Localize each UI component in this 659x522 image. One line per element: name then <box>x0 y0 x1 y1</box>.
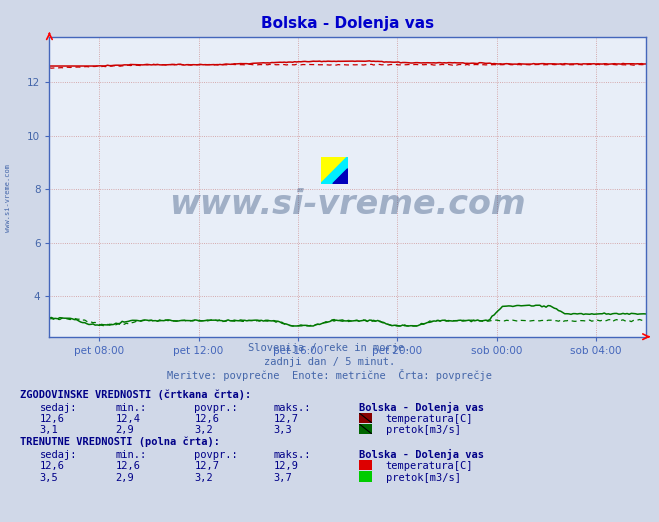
Text: 3,7: 3,7 <box>273 473 292 483</box>
Text: 3,2: 3,2 <box>194 425 213 435</box>
Text: 12,6: 12,6 <box>40 414 65 424</box>
Text: 3,1: 3,1 <box>40 425 58 435</box>
Text: sedaj:: sedaj: <box>40 403 77 413</box>
Text: 3,3: 3,3 <box>273 425 292 435</box>
Text: pretok[m3/s]: pretok[m3/s] <box>386 425 461 435</box>
Text: povpr.:: povpr.: <box>194 403 238 413</box>
Text: zadnji dan / 5 minut.: zadnji dan / 5 minut. <box>264 357 395 367</box>
Text: www.si-vreme.com: www.si-vreme.com <box>169 188 526 221</box>
Text: maks.:: maks.: <box>273 450 311 460</box>
Text: 12,6: 12,6 <box>115 461 140 471</box>
Text: min.:: min.: <box>115 450 146 460</box>
Text: ZGODOVINSKE VREDNOSTI (črtkana črta):: ZGODOVINSKE VREDNOSTI (črtkana črta): <box>20 389 251 400</box>
Text: 3,5: 3,5 <box>40 473 58 483</box>
Text: 12,4: 12,4 <box>115 414 140 424</box>
Text: temperatura[C]: temperatura[C] <box>386 461 473 471</box>
Text: 3,2: 3,2 <box>194 473 213 483</box>
Text: 2,9: 2,9 <box>115 473 134 483</box>
Text: 2,9: 2,9 <box>115 425 134 435</box>
Text: 12,6: 12,6 <box>194 414 219 424</box>
Text: povpr.:: povpr.: <box>194 450 238 460</box>
Text: Slovenija / reke in morje.: Slovenija / reke in morje. <box>248 343 411 353</box>
Text: Meritve: povprečne  Enote: metrične  Črta: povprečje: Meritve: povprečne Enote: metrične Črta:… <box>167 369 492 381</box>
Text: maks.:: maks.: <box>273 403 311 413</box>
Text: 12,9: 12,9 <box>273 461 299 471</box>
Text: 12,6: 12,6 <box>40 461 65 471</box>
Text: Bolska - Dolenja vas: Bolska - Dolenja vas <box>359 449 484 460</box>
Text: pretok[m3/s]: pretok[m3/s] <box>386 473 461 483</box>
Text: 12,7: 12,7 <box>194 461 219 471</box>
Text: sedaj:: sedaj: <box>40 450 77 460</box>
Polygon shape <box>321 157 348 184</box>
Polygon shape <box>333 169 348 184</box>
Text: Bolska - Dolenja vas: Bolska - Dolenja vas <box>359 402 484 413</box>
Text: temperatura[C]: temperatura[C] <box>386 414 473 424</box>
Title: Bolska - Dolenja vas: Bolska - Dolenja vas <box>261 16 434 31</box>
Text: TRENUTNE VREDNOSTI (polna črta):: TRENUTNE VREDNOSTI (polna črta): <box>20 436 219 447</box>
Polygon shape <box>321 157 348 184</box>
Text: min.:: min.: <box>115 403 146 413</box>
Text: 12,7: 12,7 <box>273 414 299 424</box>
Text: www.si-vreme.com: www.si-vreme.com <box>5 164 11 232</box>
